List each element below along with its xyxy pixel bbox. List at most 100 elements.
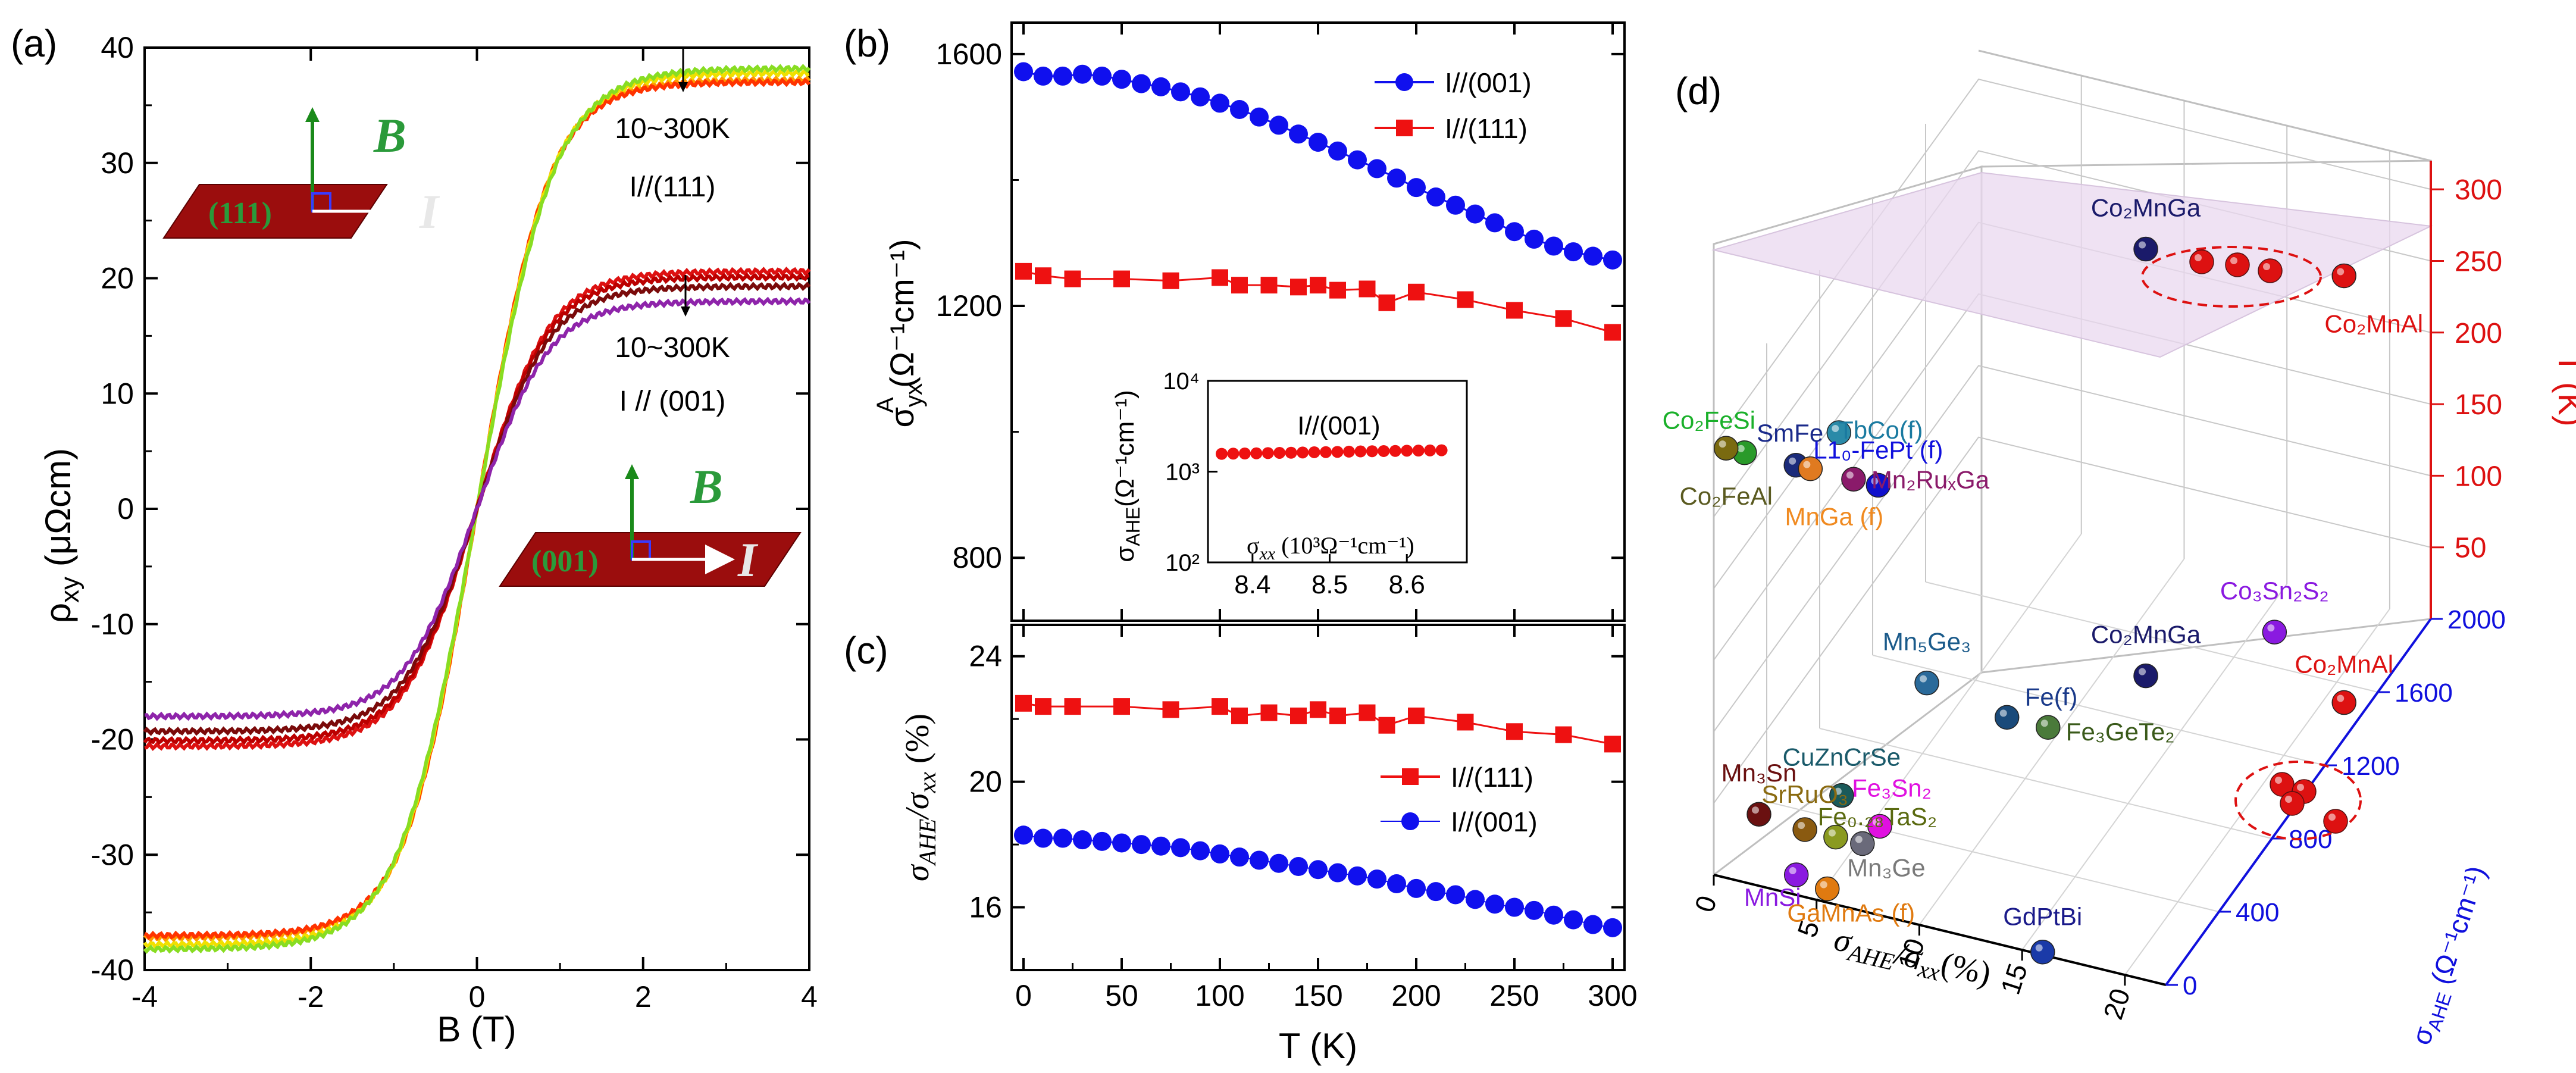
data-point-b-111 (1310, 277, 1326, 294)
panel-label-b: (b) (844, 22, 890, 65)
y-tick-label-a: 20 (101, 262, 134, 295)
x-tick-label-d: 0 (1689, 892, 1723, 916)
material-sphere (1850, 831, 1875, 856)
data-point-b-001 (1544, 236, 1563, 256)
data-point-c-111 (1310, 701, 1326, 718)
material-sphere (2225, 252, 2250, 277)
panel-label-a: (a) (11, 22, 57, 65)
data-point-c-111 (1260, 704, 1278, 721)
current-symbol-001: I (737, 533, 759, 587)
data-point-b-001 (1348, 150, 1367, 170)
data-point-b-001 (1230, 99, 1249, 119)
material-point: Co₃Sn₂S₂ (2220, 577, 2329, 645)
sphere-highlight (1832, 424, 1839, 432)
data-point-b-111 (1035, 267, 1051, 284)
material-sphere (1841, 467, 1866, 492)
legend-label-111: I//(111) (1445, 113, 1528, 144)
data-point-b-001 (1426, 187, 1445, 207)
sphere-highlight (1999, 709, 2007, 717)
y-axis-ticks-c: 16 20 24 (969, 640, 1625, 924)
data-point-c-001 (1112, 833, 1131, 853)
hysteresis-curves (143, 64, 811, 954)
y-tick-label-b: 1200 (936, 289, 1002, 323)
sphere-highlight (1846, 471, 1854, 479)
sphere-highlight (2275, 777, 2282, 784)
data-point-c-001 (1269, 853, 1288, 873)
sphere-highlight (1855, 836, 1863, 843)
data-point-b-001 (1132, 74, 1151, 93)
material-point: Co₂FeAl (1680, 436, 1773, 510)
x-tick-label-c: 100 (1195, 979, 1244, 1012)
inset-data-point (1297, 446, 1309, 459)
material-point: GdPtBi (2003, 903, 2082, 965)
sphere-highlight (1719, 440, 1726, 448)
z-tick-label-d: 200 (2455, 318, 2502, 349)
y-axis-ticks-a: -40 -30 -20 -10 0 10 20 30 40 (91, 31, 809, 987)
y-tick-label-a: 40 (101, 31, 134, 64)
co2mnal-cluster-point (2225, 252, 2250, 277)
data-point-c-111 (1604, 736, 1621, 753)
material-point: Fe(f) (1994, 683, 2077, 730)
data-point-c-001 (1466, 890, 1485, 909)
hysteresis-curve-7 (145, 296, 811, 721)
inset-data-point (1378, 445, 1390, 457)
series-b (1014, 62, 1622, 341)
data-point-c-111 (1555, 726, 1572, 743)
data-point-c-001 (1426, 882, 1445, 902)
highlight-ellipse-bottom (2234, 761, 2362, 840)
y-tick-label-a: 10 (101, 377, 134, 410)
material-point: Fe₃GeTe₂ (2036, 715, 2175, 746)
data-point-b-001 (1387, 168, 1406, 188)
co2mnal-cluster-point (2280, 791, 2305, 816)
data-point-c-001 (1132, 835, 1151, 855)
series-line-c-1 (1023, 834, 1613, 928)
material-point: Co₂FeSi (1663, 406, 1757, 465)
data-point-c-001 (1014, 825, 1033, 845)
inset-data-point (1238, 447, 1251, 459)
field-arrowhead-001 (625, 464, 639, 479)
inset-data-point (1273, 446, 1286, 459)
data-point-c-001 (1151, 836, 1170, 856)
material-point: Co₂MnAl (2324, 263, 2423, 337)
data-point-c-111 (1457, 714, 1474, 731)
data-point-c-111 (1290, 707, 1307, 724)
co2mnal-cluster-point (2323, 809, 2348, 834)
inset-data-point (1412, 445, 1425, 457)
data-point-c-001 (1583, 915, 1602, 934)
data-point-c-111 (1015, 695, 1032, 712)
legend-marker-001-c (1401, 812, 1419, 830)
data-point-c-111 (1035, 698, 1051, 715)
legend-c: I//(111) I//(001) (1381, 762, 1538, 837)
data-point-b-001 (1407, 178, 1426, 198)
data-point-c-001 (1603, 918, 1622, 937)
material-label: SmFe (1757, 419, 1823, 447)
y-tick-label-d: 1600 (2395, 678, 2453, 708)
sphere-highlight (2040, 719, 2048, 727)
material-point: GaMnAs (f) (1787, 876, 1915, 927)
material-sphere (2189, 249, 2214, 274)
data-point-b-111 (1408, 283, 1425, 301)
sphere-highlight (2328, 814, 2336, 821)
sphere-highlight (1798, 821, 1805, 829)
inset-y-tick-label: 10⁴ (1163, 368, 1200, 395)
data-point-c-001 (1525, 900, 1544, 920)
data-point-b-111 (1290, 279, 1307, 296)
data-point-c-001 (1034, 828, 1053, 848)
grid-line-z (1713, 365, 2431, 732)
floor-grid-x (1918, 558, 2185, 925)
inset-title: I//(001) (1297, 411, 1380, 440)
sphere-highlight (2267, 624, 2275, 632)
data-point-b-111 (1064, 270, 1081, 287)
sphere-highlight (1789, 457, 1796, 465)
data-point-c-111 (1162, 701, 1179, 718)
material-point: MnGa (f) (1785, 456, 1883, 531)
data-point-b-111 (1231, 277, 1248, 294)
y-axis-label-b: σyxA (Ω⁻¹cm⁻¹) (872, 239, 927, 427)
inset-data-point (1354, 445, 1367, 458)
sphere-highlight (2035, 944, 2043, 952)
material-sphere (1914, 670, 1939, 696)
z-tick-label-d: 150 (2455, 389, 2502, 421)
material-label: Mn₃Sn (1721, 759, 1797, 787)
material-point: L1₀-FePt (f) (1813, 436, 1943, 498)
inset-x-tick-label: 8.6 (1389, 570, 1425, 599)
